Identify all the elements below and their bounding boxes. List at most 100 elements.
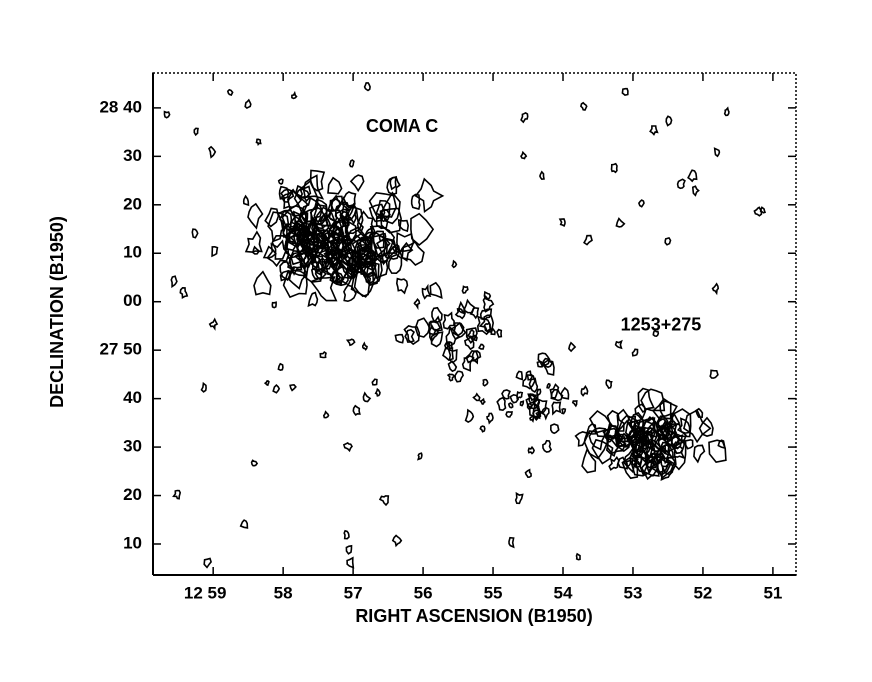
contour [454,370,464,383]
contour [640,451,660,481]
contour [278,185,290,200]
contour [343,284,357,303]
contour [298,187,310,203]
contour [691,185,700,197]
contour [509,393,520,404]
contour [753,206,763,217]
contour [244,230,263,253]
x-tick-label: 55 [484,583,503,602]
y-tick-label: 00 [123,291,142,310]
contour [380,191,401,225]
contour [588,427,606,451]
contour [708,439,727,463]
contour [191,228,199,239]
contour [542,439,553,453]
contour [605,424,622,448]
y-tick-label: 27 50 [99,340,142,359]
contour [382,237,398,255]
contour [505,410,513,418]
contour [446,341,453,349]
contour [537,398,548,414]
contour [330,214,352,242]
contour [501,389,511,400]
contour [551,401,562,416]
contour [479,308,493,321]
contour [410,193,421,210]
contour [396,231,415,252]
contour [379,207,402,234]
contour [542,357,554,368]
contour [483,290,492,301]
contour [652,329,660,338]
contour [311,206,337,243]
contour [605,379,613,390]
contour [527,393,538,405]
contour [698,416,714,437]
contour [328,195,349,223]
contour [546,382,551,389]
contour [334,272,345,287]
contour [289,215,306,232]
contour [293,179,319,216]
contour [640,388,666,412]
contour [490,327,496,336]
contour [359,237,368,251]
contour [665,115,673,127]
contour [368,191,398,220]
contour [287,251,304,276]
contour [605,434,613,443]
contour [541,359,555,376]
contour [397,218,410,233]
contours [163,82,767,569]
contour [451,259,458,269]
contour [328,224,344,245]
contour [583,234,593,246]
contour [403,325,421,346]
contour [428,320,442,336]
contour [642,416,656,436]
y-tick-label: 30 [123,437,142,456]
contour [561,407,567,415]
contour [461,285,469,294]
contour [200,381,207,393]
contour [416,452,423,461]
contour [723,106,730,117]
contour [660,460,674,482]
contour [580,101,588,111]
x-tick-label: 12 59 [184,583,227,602]
contour [482,378,489,387]
contour [272,383,281,394]
contour [279,269,291,282]
contour [348,159,355,168]
contour [399,241,414,262]
contour [352,404,361,416]
contour [170,275,178,289]
contour [524,468,532,479]
contour [631,348,639,357]
contour [349,174,365,193]
contour [429,315,443,332]
contour [362,391,372,403]
contour [450,321,467,341]
contour [309,276,338,302]
contour [606,409,625,432]
contour [413,297,421,311]
contour [663,430,673,443]
annotation: 1253+275 [621,315,702,335]
contour [519,400,525,407]
contour [571,400,578,408]
contour [472,392,481,402]
contour [634,403,647,422]
contour [414,177,445,214]
contour [356,210,377,238]
contour [266,239,290,268]
contour [522,374,536,390]
x-tick-label: 57 [344,583,363,602]
contour [288,243,314,277]
contour [289,383,297,392]
contour [655,424,671,442]
y-tick-label: 10 [123,243,142,262]
contour [520,111,529,124]
